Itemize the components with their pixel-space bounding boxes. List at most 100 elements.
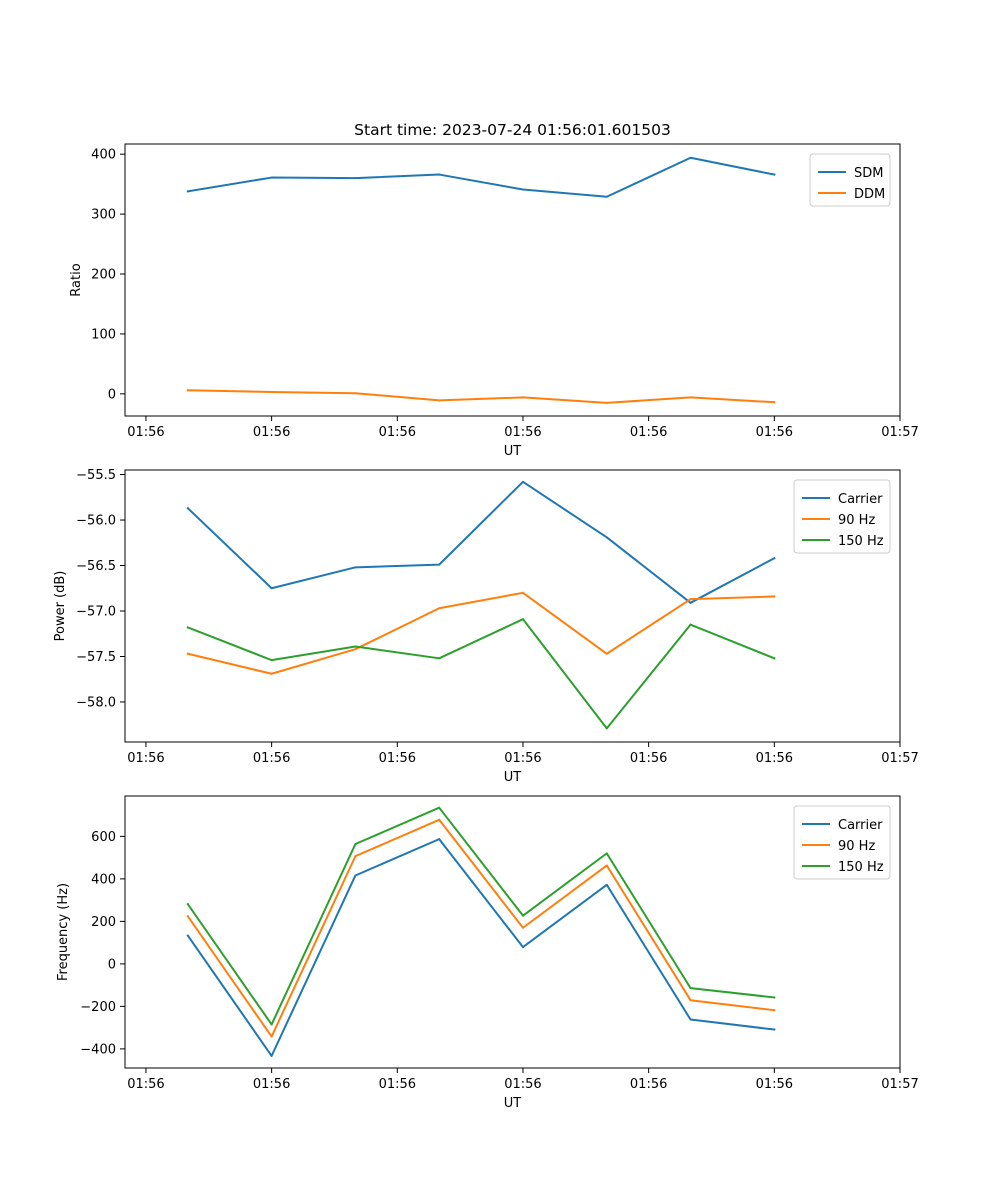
chart-title: Start time: 2023-07-24 01:56:01.601503 — [354, 121, 671, 139]
series-line-sdm — [186, 156, 776, 198]
data-point-sdm — [689, 156, 692, 159]
legend: SDM DDM — [809, 153, 891, 207]
y-axis-label: Ratio — [69, 263, 84, 296]
data-point-90-hz — [605, 652, 608, 655]
y-ticks: −55.5 −56.0 −56.5 −57.0 −57.5 −58.0 — [76, 468, 125, 710]
data-point-carrier — [186, 507, 189, 510]
data-point-carrier — [689, 601, 692, 604]
data-point-150-hz — [605, 852, 608, 855]
data-point-sdm — [605, 195, 608, 198]
x-tick-label: 01:56 — [253, 1077, 290, 1092]
data-point-carrier — [186, 934, 189, 937]
y-tick-label: −56.0 — [76, 514, 116, 529]
data-point-90-hz — [605, 864, 608, 867]
data-point-90-hz — [354, 648, 357, 651]
data-point-sdm — [270, 176, 273, 179]
x-tick-label: 01:56 — [756, 425, 793, 440]
legend-label: DDM — [854, 187, 885, 202]
data-point-90-hz — [270, 672, 273, 675]
panel-ratio: Start time: 2023-07-24 01:56:01.601503 0… — [69, 121, 919, 459]
x-tick-label: 01:56 — [630, 425, 667, 440]
data-point-90-hz — [689, 999, 692, 1002]
data-point-150-hz — [605, 727, 608, 730]
x-tick-label: 01:56 — [127, 425, 164, 440]
plot-frame — [124, 469, 901, 743]
panel-frequency: 01:56 01:56 01:56 01:56 01:56 01:56 01:57 600 4… — [56, 795, 919, 1111]
data-point-sdm — [438, 173, 441, 176]
legend-label: 90 Hz — [838, 839, 875, 854]
y-tick-label: 200 — [91, 268, 116, 283]
data-point-sdm — [354, 177, 357, 180]
plot-frame — [124, 143, 901, 417]
legend-label: 150 Hz — [838, 534, 884, 549]
x-tick-label: 01:56 — [379, 425, 416, 440]
data-point-sdm — [521, 188, 524, 191]
data-point-sdm — [186, 190, 189, 193]
panel-power: 01:56 01:56 01:56 01:56 01:56 01:56 01:57 −55.… — [53, 468, 919, 785]
data-point-carrier — [270, 587, 273, 590]
legend: Carrier 90 Hz 150 Hz — [793, 479, 891, 554]
data-point-150-hz — [521, 914, 524, 917]
y-tick-label: 300 — [91, 208, 116, 223]
data-point-90-hz — [270, 1035, 273, 1038]
x-tick-label: 01:56 — [756, 751, 793, 766]
data-point-carrier — [773, 557, 776, 560]
y-tick-label: −57.5 — [76, 650, 116, 665]
y-tick-label: 200 — [91, 915, 116, 930]
legend-label: Carrier — [838, 818, 883, 833]
x-tick-label: 01:56 — [630, 751, 667, 766]
x-tick-label: 01:56 — [379, 751, 416, 766]
data-point-sdm — [773, 173, 776, 176]
data-point-carrier — [354, 566, 357, 569]
plot-frame — [124, 795, 901, 1069]
data-point-150-hz — [186, 903, 189, 906]
x-tick-label: 01:56 — [127, 1077, 164, 1092]
data-point-150-hz — [186, 626, 189, 629]
data-point-150-hz — [270, 659, 273, 662]
data-point-150-hz — [354, 645, 357, 648]
x-tick-label: 01:56 — [504, 1077, 541, 1092]
y-tick-label: −57.0 — [76, 605, 116, 620]
data-point-150-hz — [773, 996, 776, 999]
series-line-90-hz — [186, 591, 776, 675]
x-ticks: 01:56 01:56 01:56 01:56 01:56 01:56 01:57 — [127, 1068, 919, 1092]
y-tick-label: 400 — [91, 872, 116, 887]
plot-lines — [186, 480, 776, 730]
data-point-ddm — [186, 389, 189, 392]
data-point-ddm — [605, 401, 608, 404]
series-line-carrier — [186, 480, 776, 604]
y-tick-label: −58.0 — [76, 695, 116, 710]
y-axis-label: Frequency (Hz) — [56, 883, 71, 981]
y-tick-label: 100 — [91, 327, 116, 342]
plot-lines — [186, 806, 776, 1057]
data-point-ddm — [689, 396, 692, 399]
series-line-ddm — [186, 389, 776, 404]
data-point-90-hz — [521, 591, 524, 594]
data-point-ddm — [773, 401, 776, 404]
x-tick-label: 01:56 — [253, 425, 290, 440]
x-tick-label: 01:56 — [379, 1077, 416, 1092]
data-point-ddm — [354, 392, 357, 395]
x-tick-label: 01:56 — [756, 1077, 793, 1092]
data-point-150-hz — [521, 618, 524, 621]
series-line-150-hz — [186, 618, 776, 730]
x-axis-label: UT — [504, 770, 522, 785]
legend-label: 150 Hz — [838, 860, 884, 875]
x-tick-label: 01:56 — [630, 1077, 667, 1092]
y-ticks: 600 400 200 0 −200 −400 — [80, 830, 125, 1057]
plot-lines — [186, 156, 776, 404]
x-tick-label: 01:56 — [253, 751, 290, 766]
legend: Carrier 90 Hz 150 Hz — [793, 805, 891, 880]
legend-label: Carrier — [838, 492, 883, 507]
data-point-carrier — [605, 536, 608, 539]
data-point-150-hz — [773, 657, 776, 660]
x-tick-label: 01:57 — [881, 1077, 918, 1092]
data-point-90-hz — [186, 915, 189, 918]
y-tick-label: −55.5 — [76, 468, 116, 483]
legend-label: SDM — [854, 166, 883, 181]
series-line-150-hz — [186, 806, 776, 1026]
x-tick-label: 01:57 — [881, 751, 918, 766]
y-tick-label: −56.5 — [76, 559, 116, 574]
data-point-ddm — [270, 391, 273, 394]
